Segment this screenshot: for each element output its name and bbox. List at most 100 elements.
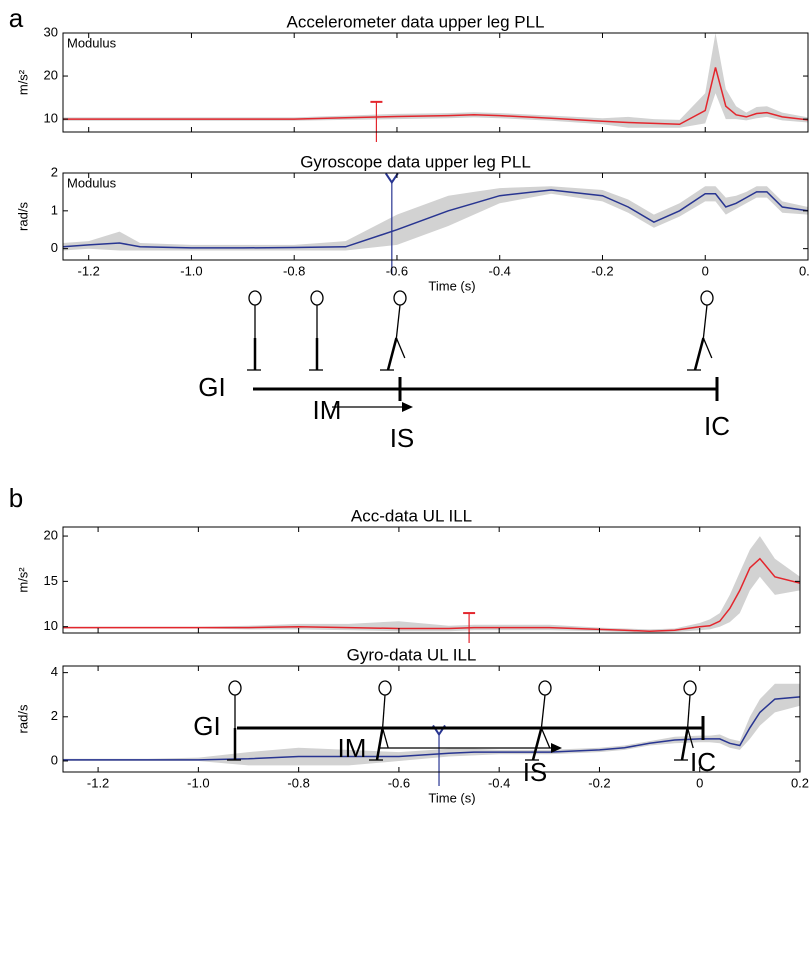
leg	[680, 727, 689, 761]
head	[683, 680, 697, 696]
x-tick-label: -1.2	[77, 263, 99, 278]
leg2	[686, 727, 694, 749]
trunk	[395, 304, 401, 339]
axes-frame	[62, 665, 801, 773]
head	[538, 680, 552, 696]
head	[310, 290, 324, 306]
stick-figure	[309, 290, 324, 371]
annotation: Modulus	[67, 175, 117, 190]
mean-line	[63, 67, 808, 126]
stick-figure	[380, 290, 407, 371]
y-tick-label: 30	[44, 24, 58, 39]
timeline-label: IS	[523, 757, 548, 787]
chart: 10 15 20 Acc-data UL ILL m/s²	[15, 506, 801, 643]
x-tick-label: 0	[702, 263, 709, 278]
chart-title: Accelerometer data upper leg PLL	[287, 12, 545, 31]
timeline-label: IM	[313, 395, 342, 425]
timeline-label: IM	[338, 733, 367, 763]
annotation: Modulus	[67, 35, 117, 50]
mean-line	[63, 557, 800, 632]
axes-frame	[62, 526, 801, 634]
y-tick-label: 4	[51, 664, 58, 679]
stick-figure	[247, 290, 262, 371]
trunk	[381, 694, 386, 729]
y-tick-label: 1	[51, 202, 58, 217]
chart-title: Gyro-data UL ILL	[347, 645, 477, 664]
head	[393, 290, 407, 306]
x-tick-label: -0.8	[287, 775, 309, 790]
stick-figure	[674, 680, 697, 761]
chart: 0 1 2 -1.2 -1.0 -0.8 -0.6 -0.4 -0.2 0 0.2 Gyroscope…	[15, 152, 809, 293]
panel-label: a	[9, 3, 24, 33]
chart-title: Acc-data UL ILL	[351, 506, 472, 525]
head	[248, 290, 262, 306]
mean-line	[63, 696, 800, 761]
mean-line	[63, 189, 808, 249]
axes-frame	[62, 32, 809, 133]
sd-band	[63, 186, 808, 251]
y-tick-label: 20	[44, 67, 58, 82]
leg	[386, 337, 398, 371]
axes-frame	[62, 172, 809, 261]
sd-band	[63, 33, 808, 128]
timeline-label: GI	[198, 372, 225, 402]
trunk	[702, 304, 708, 339]
x-tick-label: -1.0	[187, 775, 209, 790]
plot-area	[63, 683, 800, 766]
x-axis-label: Time (s)	[428, 790, 475, 805]
y-axis-label: m/s²	[15, 567, 30, 593]
plot-area	[63, 33, 808, 128]
chart: 10 20 30 Accelerometer data upper leg PLL m/…	[15, 12, 809, 142]
x-tick-label: -1.0	[180, 263, 202, 278]
plot-area	[63, 186, 808, 251]
x-tick-label: -0.4	[488, 775, 510, 790]
arrow-head	[551, 743, 562, 753]
stick-figure	[687, 290, 714, 371]
x-tick-label: 0.2	[791, 775, 809, 790]
leg2	[395, 337, 406, 359]
y-axis-label: m/s²	[15, 69, 30, 95]
head	[378, 680, 392, 696]
x-tick-label: -0.4	[489, 263, 511, 278]
timeline-label: GI	[193, 711, 220, 741]
x-tick-label: -0.2	[588, 775, 610, 790]
y-tick-label: 0	[51, 240, 58, 255]
sd-band	[63, 536, 800, 633]
y-tick-label: 15	[44, 573, 58, 588]
y-tick-label: 10	[44, 618, 58, 633]
trunk	[540, 694, 546, 729]
x-tick-label: -0.6	[388, 775, 410, 790]
y-tick-label: 2	[51, 708, 58, 723]
head	[700, 290, 714, 306]
stick-figure	[227, 680, 242, 761]
y-axis-label: rad/s	[15, 704, 30, 733]
y-tick-label: 10	[44, 111, 58, 126]
x-tick-label: 0.2	[799, 263, 809, 278]
leg2	[540, 727, 551, 749]
x-tick-label: -0.2	[591, 263, 613, 278]
x-tick-label: -0.6	[386, 263, 408, 278]
arrow-head	[402, 402, 413, 412]
x-axis-label: Time (s)	[428, 278, 475, 293]
y-tick-label: 20	[44, 527, 58, 542]
stick-figure	[525, 680, 552, 761]
timeline-label: IS	[390, 423, 415, 453]
leg	[693, 337, 705, 371]
y-axis-label: rad/s	[15, 202, 30, 231]
trunk	[686, 694, 691, 729]
chart: 0 2 4 -1.2 -1.0 -0.8 -0.6 -0.4 -0.2 0 0.2 Gyro-data…	[15, 645, 809, 805]
x-tick-label: 0	[696, 775, 703, 790]
chart-title: Gyroscope data upper leg PLL	[300, 152, 531, 171]
leg	[375, 727, 384, 761]
leg2	[381, 727, 389, 749]
head	[228, 680, 242, 696]
leg2	[702, 337, 713, 359]
leg	[531, 727, 543, 761]
y-tick-label: 0	[51, 752, 58, 767]
stick-figure	[369, 680, 392, 761]
x-tick-label: -1.2	[87, 775, 109, 790]
marker-cap	[384, 172, 399, 185]
x-tick-label: -0.8	[283, 263, 305, 278]
